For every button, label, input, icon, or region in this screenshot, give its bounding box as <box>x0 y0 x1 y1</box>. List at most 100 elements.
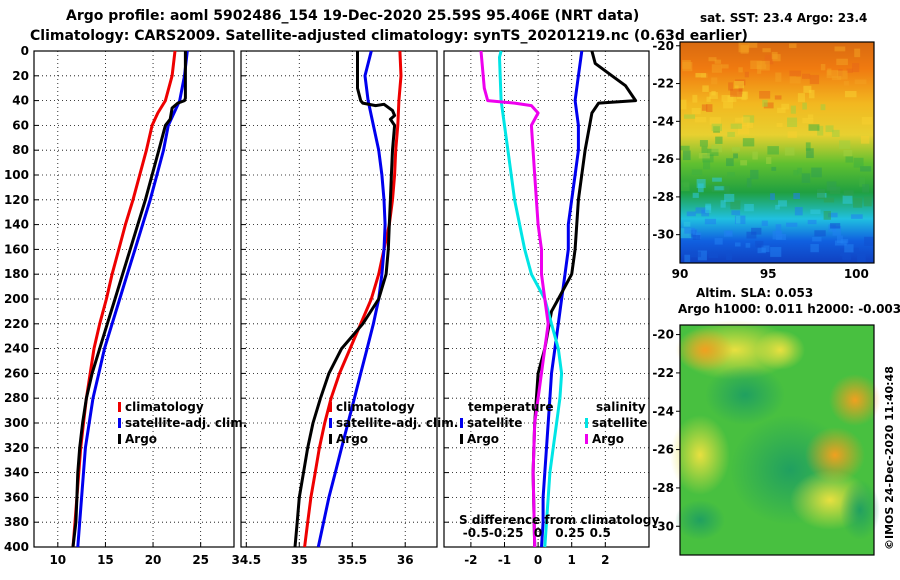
sst-texture-cell <box>734 242 741 247</box>
x-tick-label: 34.5 <box>231 553 261 567</box>
sst-texture-cell <box>837 70 848 80</box>
x-tick-label: 10 <box>49 553 66 567</box>
sst-texture-cell <box>802 117 814 124</box>
sst-texture-cell <box>786 222 798 227</box>
sla-anomaly-blob <box>677 328 733 372</box>
sst-texture-cell <box>727 172 735 177</box>
sst-map-title: sat. SST: 23.4 Argo: 23.4 <box>700 11 867 25</box>
sst-lat-label: -22 <box>652 77 674 91</box>
sst-texture-cell <box>727 131 735 137</box>
sst-texture-cell <box>694 116 707 123</box>
salinity-diff-tick-label: 0.25 <box>555 526 585 540</box>
sst-texture-cell <box>810 244 819 253</box>
temperature-legend: climatology satellite-adj. clim. Argo <box>118 400 247 446</box>
x-tick-label: 2 <box>601 553 609 567</box>
sst-texture-cell <box>741 116 750 127</box>
legend-label-temp-satellite: satellite <box>467 416 522 430</box>
sst-lat-label: -28 <box>652 190 674 204</box>
sst-texture-cell <box>839 140 851 149</box>
x-tick-label: 0 <box>534 553 542 567</box>
series-line-salinity-satellite <box>498 50 564 548</box>
series-line-salinity-argo <box>479 50 550 548</box>
sst-lat-label: -30 <box>652 228 674 242</box>
sst-texture-cell <box>802 73 811 79</box>
legend-swatch-sal-satellite <box>585 418 588 428</box>
series-line-argo <box>293 51 397 548</box>
sst-texture-cell <box>706 104 713 113</box>
sst-texture-cell <box>730 123 742 129</box>
sst-texture-cell <box>789 76 797 84</box>
sst-texture-cell <box>817 125 824 136</box>
sla-lat-label: -26 <box>652 443 674 457</box>
legend-label-climatology: climatology <box>336 400 415 414</box>
sst-texture-cell <box>762 48 771 53</box>
legend-swatch-argo <box>118 434 121 444</box>
sst-texture-cell <box>684 254 691 263</box>
sst-texture-cell <box>695 207 706 214</box>
sst-texture-cell <box>711 64 722 73</box>
sst-texture-cell <box>863 196 872 207</box>
sst-texture-cell <box>726 231 733 236</box>
sst-texture-cell <box>761 220 768 227</box>
sst-texture-cell <box>810 209 821 214</box>
legend-swatch-satellite <box>329 418 332 428</box>
sst-texture-cell <box>728 82 734 91</box>
sst-texture-cell <box>797 167 802 175</box>
sst-texture-cell <box>691 169 703 175</box>
sst-texture-cell <box>793 193 800 200</box>
sst-texture-cell <box>816 189 825 199</box>
sst-texture-cell <box>853 157 864 168</box>
legend-label-satellite: satellite-adj. clim. <box>125 416 247 430</box>
salinity-diff-tick-label: -0.25 <box>489 526 524 540</box>
sst-texture-cell <box>857 253 866 263</box>
series-line-temperature-satellite <box>540 50 584 548</box>
depth-tick-label: 160 <box>4 242 29 256</box>
sst-texture-cell <box>730 200 741 210</box>
sst-texture-cell <box>793 169 799 176</box>
sst-texture-cell <box>844 90 857 98</box>
sst-texture-cell <box>721 95 734 102</box>
sst-texture-cell <box>757 65 762 74</box>
sst-texture-cell <box>802 102 807 110</box>
sst-texture-cell <box>723 101 733 109</box>
sst-texture-cell <box>809 74 820 85</box>
sst-texture-cell <box>854 79 867 85</box>
sst-texture-cell <box>711 123 722 132</box>
sst-texture-cell <box>787 131 797 138</box>
sla-anomaly-blob <box>755 330 805 370</box>
sst-texture-cell <box>704 218 717 225</box>
legend-label-argo: Argo <box>125 432 157 446</box>
x-tick-label: 36 <box>397 553 414 567</box>
sst-texture-cell <box>683 114 696 119</box>
sst-texture-cell <box>682 60 691 69</box>
sla-lat-label: -24 <box>652 404 674 418</box>
temperature-panel: 10 15 20 25 0 20 40 60 80 100 120 140 160 180 200 220 24… <box>4 44 247 567</box>
sst-texture-cell <box>707 148 719 156</box>
legend-label-satellite: satellite-adj. clim. <box>336 416 458 430</box>
sst-texture-cell <box>853 197 863 208</box>
sst-texture-cell <box>770 247 782 257</box>
sst-texture-cell <box>714 238 723 245</box>
sst-texture-cell <box>714 59 722 64</box>
sst-texture-cell <box>711 77 718 85</box>
sst-texture-cell <box>775 233 786 241</box>
depth-tick-label: 40 <box>12 94 29 108</box>
sst-texture-cell <box>682 150 691 161</box>
legend-swatch-sal-argo <box>585 434 588 444</box>
sst-texture-cell <box>777 107 786 114</box>
x-tick-label: 15 <box>97 553 114 567</box>
sst-texture-cell <box>811 167 822 178</box>
sst-texture-cell <box>832 226 842 236</box>
legend-swatch-climatology <box>329 402 332 412</box>
depth-tick-label: 20 <box>12 69 29 83</box>
sst-texture-cell <box>684 227 695 234</box>
sla-anomaly-blob <box>840 480 880 540</box>
sst-texture-cell <box>701 146 708 154</box>
depth-tick-label: 180 <box>4 267 29 281</box>
difference-panel: -2 -1 0 1 2 -0.5 -0.25 0 0.25 0.5 temperature sat… <box>443 50 659 567</box>
difference-legend: temperature satellite Argo salinity sate… <box>459 400 659 527</box>
sla-lat-label: -28 <box>652 481 674 495</box>
sst-texture-cell <box>771 166 777 171</box>
sst-texture-cell <box>767 146 779 155</box>
salinity-panel: 34.5 35 35.5 36 climatology satellite-adj. … <box>231 50 458 567</box>
